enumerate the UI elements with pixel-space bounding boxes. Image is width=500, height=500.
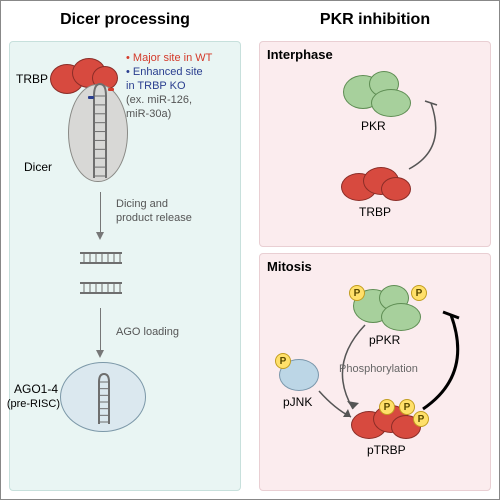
- inhibition-arc-mitosis: [411, 309, 483, 419]
- arrow-ago-loading: [96, 308, 104, 358]
- major-site-marker: [108, 88, 114, 91]
- step2: AGO loading: [116, 326, 179, 340]
- left-panel: • Major site in WT • Enhanced site in TR…: [9, 41, 241, 491]
- trbp-interphase: [381, 177, 411, 201]
- annot-major: • Major site in WT: [126, 52, 212, 66]
- phospho-icon: P: [411, 285, 427, 301]
- dicer-label: Dicer: [24, 160, 52, 175]
- step1-l1: Dicing and: [116, 198, 168, 212]
- phosphorylation-label: Phosphorylation: [339, 363, 418, 377]
- step1-l2: product release: [116, 212, 192, 226]
- rna-duplex-bottom: [76, 276, 126, 300]
- trbp-interphase-label: TRBP: [359, 205, 391, 220]
- pjnk-label: pJNK: [283, 395, 312, 410]
- phospho-icon: P: [413, 411, 429, 427]
- enhanced-site-marker: [88, 96, 94, 99]
- hairpin-rna: [88, 78, 112, 186]
- ago-rna: [93, 368, 115, 428]
- mitosis-label: Mitosis: [267, 259, 312, 274]
- phospho-icon: P: [349, 285, 365, 301]
- pkr-inhibition-column: PKR inhibition Interphase PKR TRBP Mitos…: [251, 1, 499, 499]
- ago-label-l1: AGO1-4: [8, 382, 58, 397]
- annot-enhanced-l1: • Enhanced site: [126, 66, 203, 80]
- inhibition-arc-interphase: [401, 97, 461, 177]
- phospho-icon: P: [399, 399, 415, 415]
- trbp-label: TRBP: [16, 72, 48, 87]
- annot-ex2: miR-30a): [126, 108, 171, 122]
- annot-ex: (ex. miR-126,: [126, 94, 192, 108]
- phospho-icon: P: [275, 353, 291, 369]
- interphase-label: Interphase: [267, 47, 333, 62]
- left-title: Dicer processing: [1, 1, 249, 41]
- rna-duplex-top: [76, 246, 126, 270]
- pkr-label: PKR: [361, 119, 386, 134]
- annot-enhanced-l2: in TRBP KO: [126, 80, 186, 94]
- dicer-processing-column: Dicer processing • Major site in WT • En…: [1, 1, 249, 499]
- phospho-icon: P: [379, 399, 395, 415]
- right-title: PKR inhibition: [251, 1, 499, 41]
- arrow-dicing: [96, 192, 104, 240]
- ago-label-l2: (pre-RISC): [0, 398, 60, 412]
- ptrbp-label: pTRBP: [367, 443, 406, 458]
